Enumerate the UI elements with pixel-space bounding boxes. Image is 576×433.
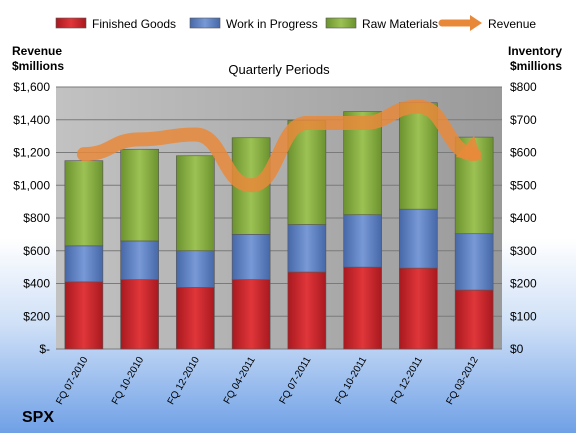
left-tick-label: $200 — [23, 309, 50, 323]
legend-arrow-revenue — [470, 15, 482, 31]
bar-work-in-progress — [454, 233, 494, 291]
x-tick-label: FQ 10-2010 — [110, 355, 146, 407]
x-tick-label: FQ 03-2012 — [445, 355, 481, 407]
left-axis-label-line2: $millions — [12, 59, 64, 73]
x-tick-label: FQ 07-2011 — [278, 355, 314, 406]
left-tick-label: $400 — [23, 277, 50, 291]
bar-finished-goods — [120, 279, 159, 350]
revenue-arrowhead — [455, 135, 482, 161]
right-tick-label: $400 — [510, 211, 537, 225]
left-tick-label: $1,000 — [13, 178, 50, 192]
x-tick-label: FQ 04-2011 — [222, 355, 258, 406]
bar-finished-goods — [176, 287, 215, 350]
legend: Finished Goods Work in Progress Raw Materi… — [55, 15, 536, 31]
right-axis-label-line2: $millions — [510, 59, 562, 73]
left-tick-label: $600 — [23, 244, 50, 258]
company-name: SPX — [22, 409, 54, 426]
bar-finished-goods — [287, 271, 327, 350]
bar-work-in-progress — [287, 224, 327, 273]
right-tick-label: $500 — [510, 178, 537, 192]
bar-work-in-progress — [399, 208, 438, 269]
bar-work-in-progress — [120, 240, 159, 280]
bar-raw-materials — [64, 160, 104, 247]
right-tick-label: $700 — [510, 113, 537, 127]
bar-work-in-progress — [176, 250, 215, 288]
revenue-line — [76, 99, 482, 193]
x-tick-label: FQ 12-2010 — [166, 355, 202, 407]
legend-label: Raw Materials — [362, 17, 438, 31]
right-tick-label: $100 — [510, 309, 537, 323]
left-axis-label-line1: Revenue — [12, 44, 62, 58]
legend-swatch — [55, 17, 87, 29]
bar-work-in-progress — [64, 245, 104, 283]
bar-finished-goods — [399, 267, 438, 350]
x-tick-label: FQ 12-2011 — [389, 355, 425, 406]
bar-finished-goods — [64, 281, 104, 350]
left-tick-label: $1,400 — [13, 113, 50, 127]
bar-finished-goods — [231, 279, 271, 350]
left-tick-label: $1,600 — [13, 80, 50, 94]
left-axis-ticks: $- $200 $400 $600 $800 $1,000 $1,200 $1,400 $1,6… — [13, 80, 50, 356]
bar-work-in-progress — [343, 214, 382, 268]
left-tick-label: $1,200 — [13, 146, 50, 160]
left-tick-label: $- — [39, 342, 50, 356]
right-axis-label-line1: Inventory — [508, 44, 562, 58]
bar-work-in-progress — [231, 234, 271, 280]
bar-finished-goods — [454, 289, 494, 350]
right-tick-label: $800 — [510, 80, 537, 94]
right-tick-label: $200 — [510, 277, 537, 291]
x-tick-label: FQ 07-2010 — [54, 355, 90, 407]
legend-swatch — [189, 17, 221, 29]
right-tick-label: $300 — [510, 244, 537, 258]
right-axis-ticks: $0 $100 $200 $300 $400 $500 $600 $700 $800 — [510, 80, 537, 356]
legend-label: Finished Goods — [92, 17, 176, 31]
bar-finished-goods — [343, 266, 382, 350]
x-axis-ticks: FQ 07-2010 FQ 10-2010 FQ 12-2010 FQ 04-2011… — [54, 355, 481, 407]
right-tick-label: $600 — [510, 146, 537, 160]
chart-title: Quarterly Periods — [228, 62, 330, 77]
bar-raw-materials — [176, 155, 215, 252]
legend-label: Work in Progress — [226, 17, 318, 31]
bar-raw-materials — [120, 148, 159, 242]
legend-swatch — [325, 17, 357, 29]
legend-label: Revenue — [488, 17, 536, 31]
bar-raw-materials — [399, 102, 438, 210]
x-tick-label: FQ 10-2011 — [333, 355, 369, 406]
left-tick-label: $800 — [23, 211, 50, 225]
right-tick-label: $0 — [510, 342, 524, 356]
revenue-line-path — [76, 99, 482, 193]
